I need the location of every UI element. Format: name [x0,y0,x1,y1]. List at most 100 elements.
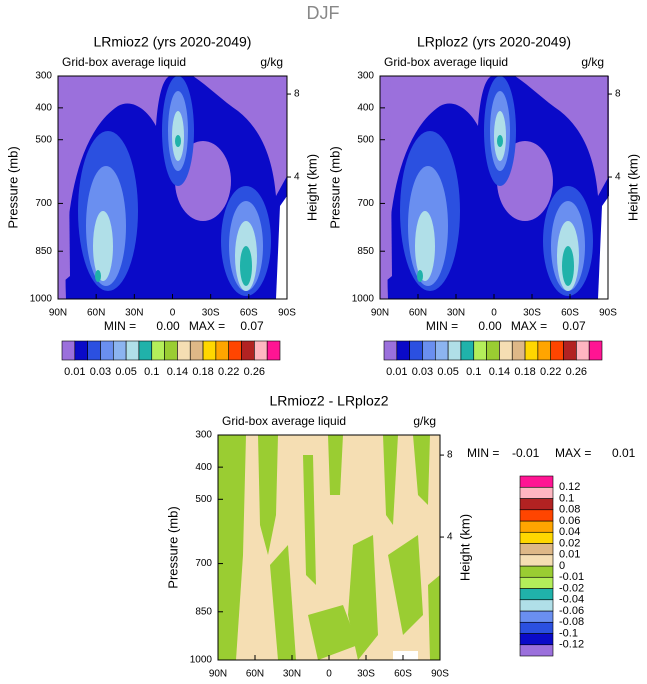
stat-label: MIN = [467,446,499,460]
colorbar-label: 0.03 [90,366,111,378]
contour-field [58,76,287,299]
colorbar-label: 0.18 [192,366,213,378]
colorbar-box [519,610,554,623]
y2-tick-label: 8 [294,89,300,100]
y2-axis-label: Height (km) [457,514,472,581]
colorbar-box [519,520,554,533]
colorbar-box [563,340,577,361]
figure-title: DJF [307,3,340,23]
colorbar-label: 0.14 [167,366,188,378]
x-tick-label: 90N [49,308,67,319]
colorbar-box [519,644,554,657]
stat-label: MIN = [426,319,458,333]
y-tick-label: 300 [35,71,52,82]
colorbar-label: 0.08 [559,504,580,516]
y2-axis-label: Height (km) [304,154,319,221]
y-axis-label: Pressure (mb) [5,146,20,228]
y-tick-label: 300 [195,430,212,441]
x-tick-label: 60N [409,308,427,319]
colorbar-box [177,340,191,361]
stat-label: MAX = [555,446,591,460]
y-axis-label: Pressure (mb) [327,146,342,228]
colorbar-label: 0.01 [64,366,85,378]
y-tick-label: 1000 [190,655,213,666]
colorbar-box [434,340,449,361]
colorbar-box [519,599,554,612]
stat-value: -0.01 [512,446,540,460]
colorbar-box [138,340,153,361]
contour-field [218,435,440,660]
colorbar-box [473,340,487,361]
colorbar-box [519,498,554,511]
stat-value: 0.00 [478,319,502,333]
colorbar-box [189,340,204,361]
colorbar-box [486,340,500,361]
colorbar-label: 0.01 [559,549,580,561]
colorbar-box [215,340,230,361]
y-tick-label: 400 [195,462,212,473]
y2-tick-label: 8 [615,89,621,100]
stat-value: 0.07 [240,319,264,333]
colorbar-label: 0.12 [559,481,580,493]
colorbar-label: 0.26 [244,366,265,378]
y-tick-label: 700 [35,198,52,209]
panel-subtitle: Grid-box average liquid [222,414,346,428]
colorbar-box [519,486,554,499]
y2-axis-label: Height (km) [625,154,640,221]
y-tick-label: 300 [357,71,374,82]
colorbar-box [537,340,552,361]
colorbar-box [550,340,564,361]
colorbar-box [254,340,268,361]
colorbar-label: 0.14 [489,366,510,378]
stat-value: 0.07 [562,319,586,333]
y-tick-label: 500 [357,134,374,145]
colorbar-box [519,621,554,634]
y2-tick-label: 4 [294,172,300,183]
panel-title: LRmioz2 (yrs 2020-2049) [94,34,252,50]
colorbar-box [266,340,281,361]
colorbar-box [125,340,140,361]
x-tick-label: 60S [561,308,579,319]
x-tick-label: 90S [431,669,449,680]
colorbar-box [576,340,590,361]
colorbar-box [409,340,423,361]
colorbar-label: 0.1 [144,366,159,378]
colorbar-label: 0.06 [559,515,580,527]
colorbar-label: 0.04 [559,526,580,538]
colorbar-label: -0.08 [559,616,584,628]
colorbar-label: 0.22 [540,366,561,378]
colorbar-box [241,340,255,361]
colorbar-box [519,633,554,646]
x-tick-label: 30S [357,669,375,680]
colorbar-box [422,340,436,361]
colorbar-box [74,340,88,361]
colorbar-box [588,340,603,361]
x-tick-label: 60S [240,308,258,319]
x-tick-label: 30N [125,308,143,319]
x-tick-label: 0 [170,308,176,319]
panel-title: LRploz2 (yrs 2020-2049) [417,34,571,50]
x-tick-label: 60N [246,669,264,680]
x-tick-label: 30N [447,308,465,319]
x-tick-label: 0 [326,669,332,680]
colorbar-box [100,340,114,361]
x-tick-label: 0 [491,308,497,319]
colorbar-box [519,543,554,556]
x-tick-label: 30S [523,308,541,319]
stat-label: MIN = [104,319,136,333]
colorbar-box [61,340,76,361]
colorbar-box [519,531,554,544]
units-label: g/kg [581,55,604,69]
x-tick-label: 60N [87,308,105,319]
colorbar-box [519,565,554,578]
units-label: g/kg [260,55,283,69]
y-tick-label: 400 [357,102,374,113]
y2-tick-label: 8 [447,450,453,461]
x-tick-label: 90N [209,669,227,680]
stat-label: MAX = [189,319,225,333]
colorbar-box [519,475,554,488]
colorbar-box [519,554,554,567]
colorbar-box [151,340,165,361]
stat-value: 0.01 [612,446,636,460]
